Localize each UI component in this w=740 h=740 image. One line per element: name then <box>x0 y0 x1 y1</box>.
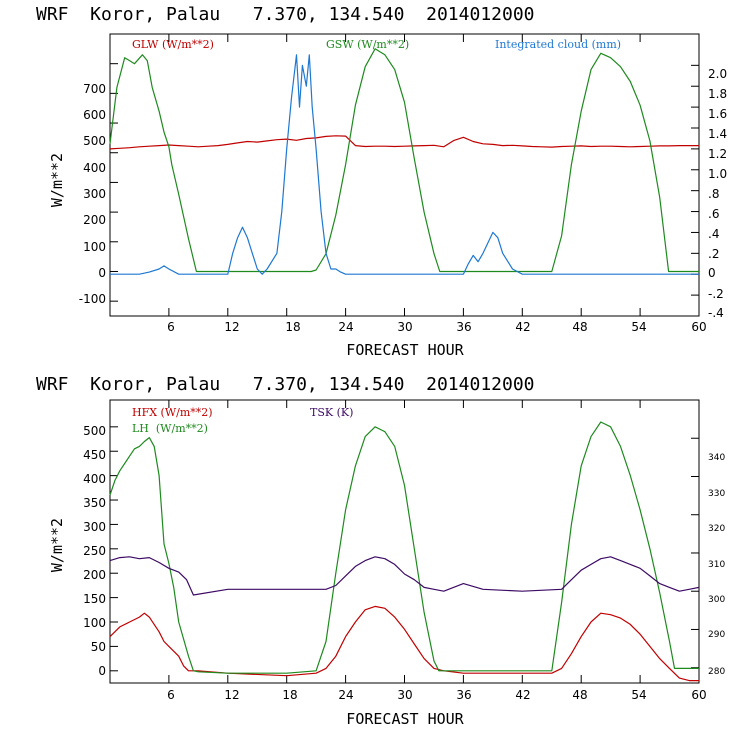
x-tick-label: 60 <box>691 688 706 702</box>
y-tick-label: 50 <box>91 640 106 654</box>
y-tick-label: 400 <box>83 161 106 175</box>
y-tick-label: 200 <box>83 213 106 227</box>
y2-tick-label: .2 <box>708 247 719 261</box>
x-axis-title: FORECAST HOUR <box>346 341 464 359</box>
y-tick-label: 100 <box>83 240 106 254</box>
y2-tick-label: 300 <box>708 595 725 605</box>
y-tick-label: 450 <box>83 448 106 462</box>
x-tick-label: 42 <box>515 688 530 702</box>
y-tick-label: 500 <box>83 424 106 438</box>
y2-tick-label: 310 <box>708 560 725 570</box>
y-tick-label: 0 <box>98 266 106 280</box>
x-tick-label: 12 <box>224 320 239 334</box>
x-axis-title: FORECAST HOUR <box>346 710 464 728</box>
chart-title: WRF Koror, Palau 7.370, 134.540 20140120… <box>36 4 535 25</box>
y2-tick-label: .4 <box>708 227 719 241</box>
x-tick-label: 24 <box>338 320 353 334</box>
ticks-layer <box>110 400 700 683</box>
y-tick-label: 200 <box>83 568 106 582</box>
x-tick-label: 30 <box>397 320 412 334</box>
y-tick-label: -100 <box>79 292 106 306</box>
legend: HFX (W/m**2) LH (W/m**2) TSK (K) <box>132 406 353 435</box>
x-tick-label: 6 <box>167 688 175 702</box>
legend: GLW (W/m**2) GSW (W/m**2) Integrated clo… <box>132 38 621 51</box>
panel-top: WRF Koror, Palau 7.370, 134.540 20140120… <box>36 4 727 359</box>
y-tick-label: 700 <box>83 82 106 96</box>
y2-tick-label: 2.0 <box>708 67 727 81</box>
y-tick-label: 150 <box>83 592 106 606</box>
legend-glw: GLW (W/m**2) <box>132 38 214 51</box>
x-tick-label: 18 <box>282 688 297 702</box>
y2-tick-label: 290 <box>708 630 725 640</box>
y-tick-label: 100 <box>83 616 106 630</box>
x-axis: 6 12 18 24 30 36 42 48 54 60 FORECAST HO… <box>167 320 706 359</box>
y2-tick-label: 1.6 <box>708 107 727 121</box>
y-tick-label: 600 <box>83 108 106 122</box>
y-axis-title: W/m**2 <box>48 518 66 572</box>
series-layer <box>109 48 699 275</box>
y2-tick-label: 320 <box>708 524 725 534</box>
panel-bottom: WRF Koror, Palau 7.370, 134.540 20140120… <box>36 374 725 728</box>
y-tick-label: 500 <box>83 134 106 148</box>
x-axis: 6 12 18 24 30 36 42 48 54 60 FORECAST HO… <box>167 688 706 728</box>
y-axis-title: W/m**2 <box>48 153 66 207</box>
x-tick-label: 42 <box>515 320 530 334</box>
y2-tick-label: 1.8 <box>708 87 727 101</box>
series-line-integrated <box>110 54 699 275</box>
plot-frame <box>109 399 700 684</box>
y2-tick-label: 340 <box>708 453 725 463</box>
series-layer <box>109 421 700 682</box>
y2-tick-label: 1.2 <box>708 147 727 161</box>
y2-tick-label: 280 <box>708 667 725 677</box>
y-tick-label: 300 <box>83 520 106 534</box>
y-tick-label: 350 <box>83 496 106 510</box>
y-tick-label: 300 <box>83 187 106 201</box>
chart-title: WRF Koror, Palau 7.370, 134.540 20140120… <box>36 374 535 395</box>
series-line-glw <box>109 135 699 150</box>
y-tick-label: 400 <box>83 472 106 486</box>
y-tick-label: 0 <box>98 664 106 678</box>
x-tick-label: 24 <box>338 688 353 702</box>
y2-tick-label: .6 <box>708 207 719 221</box>
y2-tick-label: 1.4 <box>708 127 727 141</box>
y2-axis: 280 290 300 310 320 330 340 <box>708 453 725 677</box>
x-tick-label: 60 <box>691 320 706 334</box>
y2-tick-label: .8 <box>708 187 719 201</box>
y2-axis: -.4 -.2 0 .2 .4 .6 .8 1.0 1.2 1.4 1.6 1.… <box>708 67 727 320</box>
series-line-lh <box>109 421 699 674</box>
legend-gsw: GSW (W/m**2) <box>326 38 409 51</box>
x-tick-label: 12 <box>224 688 239 702</box>
x-tick-label: 30 <box>397 688 412 702</box>
x-tick-label: 18 <box>285 320 300 334</box>
x-tick-label: 54 <box>631 688 646 702</box>
y2-tick-label: 0 <box>708 266 716 280</box>
series-line-gsw <box>109 48 699 273</box>
y2-tick-label: 1.0 <box>708 167 727 181</box>
y2-tick-label: 330 <box>708 489 725 499</box>
x-tick-label: 36 <box>456 688 471 702</box>
y2-tick-label: -.4 <box>708 306 724 320</box>
x-tick-label: 48 <box>572 688 587 702</box>
x-tick-label: 48 <box>572 320 587 334</box>
y-tick-label: 250 <box>83 544 106 558</box>
y2-tick-label: -.2 <box>708 287 724 301</box>
legend-cloud: Integrated cloud (mm) <box>495 38 621 51</box>
x-tick-label: 54 <box>631 320 646 334</box>
x-tick-label: 36 <box>456 320 471 334</box>
series-line-hfx <box>109 605 699 682</box>
series-line-tsk <box>109 556 700 596</box>
y-axis: 0 50 100 150 200 250 300 350 400 450 500… <box>48 424 106 678</box>
legend-tsk: TSK (K) <box>310 406 353 419</box>
x-tick-label: 6 <box>167 320 175 334</box>
y-axis: -100 0 100 200 300 400 500 600 700 W/m**… <box>48 82 106 306</box>
legend-lh: LH (W/m**2) <box>132 422 208 435</box>
legend-hfx: HFX (W/m**2) <box>132 406 213 419</box>
